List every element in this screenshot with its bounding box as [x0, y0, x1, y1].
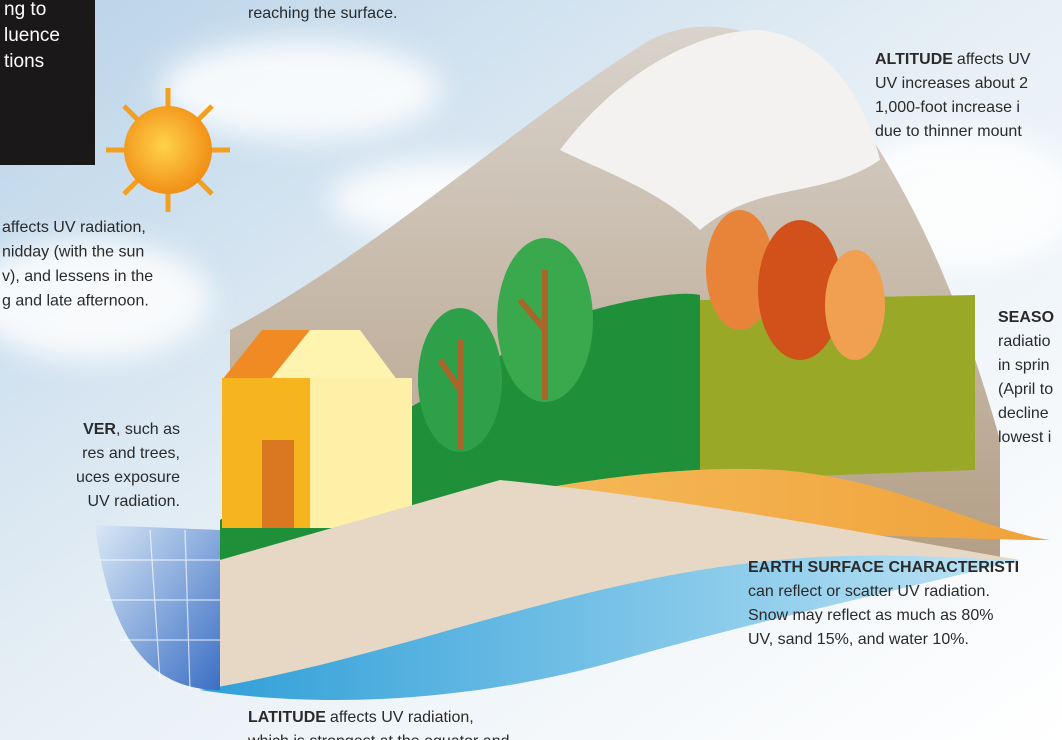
- text: ng to: [4, 0, 46, 20]
- earth-surface-line: EARTH SURFACE CHARACTERISTI: [748, 559, 1019, 576]
- text: UV, sand 15%, and water 10%.: [748, 631, 969, 648]
- cover-line: UV radiation.: [88, 493, 181, 510]
- time-of-day-line: nidday (with the sun: [2, 244, 144, 261]
- time-of-day-line: g and late afternoon.: [2, 293, 149, 310]
- heading: ALTITUDE: [875, 51, 953, 68]
- altitude-line: 1,000-foot increase i: [875, 99, 1020, 116]
- time-of-day-line: affects UV radiation,: [2, 219, 146, 236]
- heading: VER: [83, 421, 116, 438]
- text: v), and lessens in the: [2, 268, 153, 285]
- earth-surface-line: can reflect or scatter UV radiation.: [748, 583, 990, 600]
- intro-box-line: luence: [4, 25, 60, 46]
- text: affects UV radiation,: [330, 709, 474, 726]
- season-line: in sprin: [998, 357, 1050, 374]
- sun: [106, 88, 230, 212]
- heading: EARTH SURFACE CHARACTERISTI: [748, 559, 1019, 576]
- top-caption-line: reaching the surface.: [248, 5, 397, 22]
- text: can reflect or scatter UV radiation.: [748, 583, 990, 600]
- earth-surface-line: Snow may reflect as much as 80%: [748, 607, 993, 624]
- text: lowest i: [998, 429, 1051, 446]
- text: affects UV radiation,: [2, 219, 146, 236]
- cover-line: VER, such as: [83, 421, 180, 438]
- text: affects UV: [957, 51, 1031, 68]
- text: UV increases about 2: [875, 75, 1028, 92]
- earth-surface-line: UV, sand 15%, and water 10%.: [748, 631, 969, 648]
- time-of-day-line: v), and lessens in the: [2, 268, 153, 285]
- text: res and trees,: [82, 445, 180, 462]
- cover-line: res and trees,: [82, 445, 180, 462]
- text: , such as: [116, 421, 180, 438]
- text: due to thinner mount: [875, 123, 1022, 140]
- season-line: radiatio: [998, 333, 1051, 350]
- cover-line: uces exposure: [76, 469, 180, 486]
- altitude-line: UV increases about 2: [875, 75, 1028, 92]
- text: in sprin: [998, 357, 1050, 374]
- text: (April to: [998, 381, 1053, 398]
- text: UV radiation.: [88, 493, 181, 510]
- text: nidday (with the sun: [2, 244, 144, 261]
- season-line: decline: [998, 405, 1049, 422]
- intro-box-line: tions: [4, 51, 44, 72]
- latitude-line: which is strongest at the equator and: [247, 733, 510, 740]
- season-line: lowest i: [998, 429, 1051, 446]
- altitude-line: due to thinner mount: [875, 123, 1022, 140]
- heading: SEASO: [998, 309, 1054, 326]
- text: radiatio: [998, 333, 1051, 350]
- text: Snow may reflect as much as 80%: [748, 607, 993, 624]
- illustration: ng to luence tions reaching the surface. ALT…: [0, 0, 1062, 740]
- text: uces exposure: [76, 469, 180, 486]
- text: g and late afternoon.: [2, 293, 149, 310]
- text: 1,000-foot increase i: [875, 99, 1020, 116]
- text: which is strongest at the equator and: [247, 733, 510, 740]
- heading: LATITUDE: [248, 709, 326, 726]
- season-line: SEASO: [998, 309, 1054, 326]
- text: luence: [4, 25, 60, 46]
- page: ng to luence tions reaching the surface. ALT…: [0, 0, 1062, 740]
- intro-box-line: ng to: [4, 0, 46, 20]
- text: decline: [998, 405, 1049, 422]
- text: tions: [4, 51, 44, 72]
- season-line: (April to: [998, 381, 1053, 398]
- text: reaching the surface.: [248, 5, 397, 22]
